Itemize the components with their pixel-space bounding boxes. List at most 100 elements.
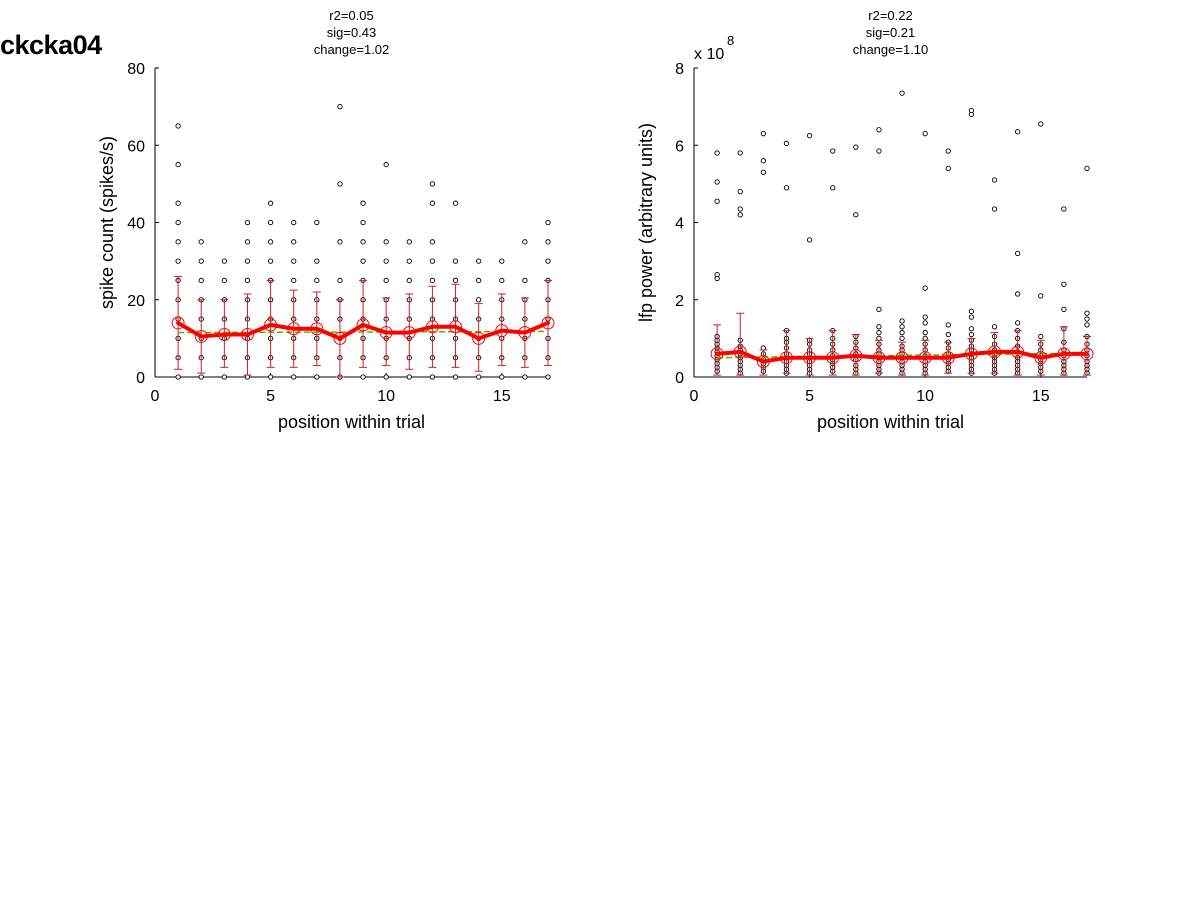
- data-point: [475, 374, 482, 380]
- data-point: [406, 239, 412, 245]
- mean-marker: [425, 320, 439, 334]
- data-point: [429, 200, 436, 206]
- data-point: [406, 258, 412, 264]
- data-point: [876, 127, 882, 133]
- x-tick-label: 10: [377, 388, 395, 405]
- mean-marker: [449, 320, 463, 334]
- y-tick-label: 20: [127, 293, 145, 310]
- y-tick-label: 80: [127, 61, 145, 78]
- data-point: [429, 374, 436, 380]
- data-point: [291, 374, 297, 380]
- data-point: [314, 258, 320, 264]
- data-point: [337, 181, 343, 187]
- data-point: [899, 318, 905, 324]
- data-point: [291, 258, 297, 264]
- data-point: [360, 258, 366, 264]
- x-tick-label: 0: [690, 388, 699, 405]
- data-point: [360, 219, 366, 226]
- data-point: [760, 158, 767, 164]
- data-point: [1038, 333, 1044, 340]
- data-point: [968, 308, 975, 314]
- mean-marker: [1011, 345, 1025, 359]
- data-point: [968, 331, 975, 338]
- mean-marker: [379, 326, 393, 340]
- data-point: [175, 123, 181, 129]
- data-point: [1084, 316, 1090, 322]
- data-point: [337, 103, 343, 110]
- mean-marker: [1080, 347, 1094, 361]
- data-point: [175, 374, 181, 380]
- data-point: [922, 285, 928, 291]
- data-point: [175, 219, 181, 226]
- mean-marker: [895, 351, 909, 365]
- data-point: [922, 320, 928, 326]
- data-point: [383, 374, 389, 380]
- mean-marker: [826, 351, 840, 365]
- y-axis-label: spike count (spikes/s): [97, 136, 117, 309]
- data-point: [291, 239, 297, 245]
- x-tick-label: 0: [151, 388, 160, 405]
- data-point: [475, 297, 482, 303]
- y-tick-label: 60: [127, 138, 145, 155]
- mean-marker: [495, 324, 509, 338]
- data-point: [760, 169, 767, 175]
- data-point: [175, 258, 181, 264]
- mean-marker: [310, 322, 324, 336]
- data-point: [383, 277, 389, 284]
- data-point: [522, 374, 528, 380]
- data-point: [968, 107, 975, 114]
- data-point: [760, 131, 767, 137]
- data-point: [452, 200, 459, 206]
- data-point: [853, 144, 859, 150]
- chart-stat-line: sig=0.21: [866, 25, 916, 40]
- data-point: [806, 132, 813, 139]
- axis-exponent-base: x 10: [694, 46, 724, 63]
- axis-exponent-power: 8: [727, 33, 734, 48]
- data-point: [922, 329, 928, 336]
- mean-marker: [964, 347, 978, 361]
- data-point: [968, 326, 975, 332]
- mean-marker: [264, 318, 278, 332]
- data-point: [1014, 129, 1021, 135]
- data-point: [337, 277, 343, 284]
- mean-marker: [217, 328, 231, 342]
- x-tick-label: 10: [916, 388, 934, 405]
- data-point: [267, 239, 274, 245]
- data-point: [1061, 281, 1067, 287]
- data-point: [499, 374, 505, 380]
- data-point: [545, 374, 551, 380]
- data-point: [244, 219, 251, 226]
- data-point: [221, 374, 228, 380]
- data-point: [383, 258, 389, 264]
- mean-marker: [988, 345, 1002, 359]
- data-point: [853, 212, 859, 218]
- y-tick-label: 0: [136, 370, 145, 387]
- data-point: [314, 374, 320, 380]
- data-point: [406, 277, 412, 284]
- data-point: [968, 314, 975, 320]
- mean-marker: [518, 326, 532, 340]
- data-point: [429, 239, 436, 245]
- data-point: [244, 258, 251, 264]
- data-point: [383, 161, 389, 168]
- data-point: [267, 258, 274, 264]
- y-tick-label: 4: [675, 216, 684, 233]
- mean-marker: [194, 329, 208, 343]
- data-point: [714, 271, 720, 278]
- mean-marker: [756, 355, 770, 369]
- data-point: [783, 185, 790, 191]
- x-tick-label: 5: [266, 388, 275, 405]
- chart-stat-line: r2=0.05: [329, 8, 373, 23]
- data-point: [899, 90, 905, 96]
- data-point: [383, 239, 389, 245]
- data-point: [522, 239, 528, 245]
- data-point: [499, 277, 505, 284]
- data-point: [198, 277, 204, 284]
- data-point: [429, 181, 436, 187]
- y-tick-label: 0: [675, 370, 684, 387]
- data-point: [945, 331, 951, 338]
- data-point: [1014, 320, 1021, 326]
- fit-line: [178, 330, 549, 334]
